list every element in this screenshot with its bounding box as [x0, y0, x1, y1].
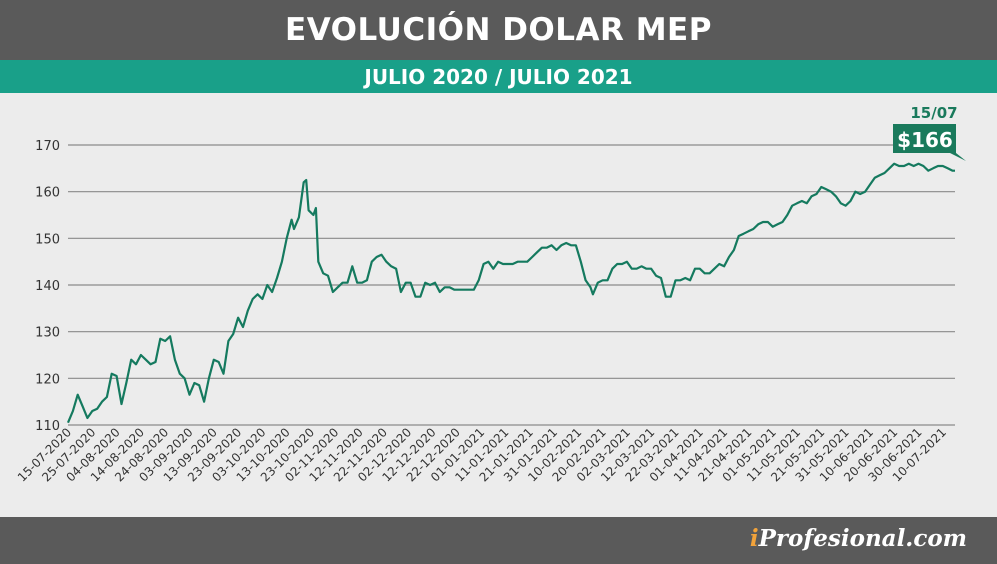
brand-name: Profesional.com — [758, 525, 967, 552]
value-callout: 15/07 $166 — [893, 104, 966, 161]
callout-box — [893, 124, 966, 161]
brand-accent: i — [749, 525, 759, 552]
chart-title: EVOLUCIÓN DOLAR MEP — [285, 12, 712, 48]
y-tick-label: 130 — [35, 326, 60, 341]
series-line — [66, 162, 955, 424]
y-axis: 110 120 130 140 150 160 170 — [35, 139, 60, 434]
y-tick-label: 140 — [35, 279, 60, 294]
y-tick-label: 160 — [35, 186, 60, 201]
y-tick-label: 110 — [35, 419, 60, 434]
title-bar: EVOLUCIÓN DOLAR MEP — [0, 0, 997, 60]
callout-date: 15/07 — [910, 104, 957, 122]
y-tick-label: 170 — [35, 139, 60, 154]
series-group — [66, 162, 955, 424]
y-tick-label: 120 — [35, 372, 60, 387]
y-tick-label: 150 — [35, 232, 60, 247]
footer-bar: iProfesional.com — [0, 517, 997, 564]
brand-logo: iProfesional.com — [750, 525, 967, 552]
subtitle-bar: JULIO 2020 / JULIO 2021 — [0, 60, 997, 93]
grid-lines — [68, 144, 955, 426]
chart-subtitle: JULIO 2020 / JULIO 2021 — [364, 64, 633, 89]
line-chart: 110 120 130 140 150 160 170 15-07-202025-07-20… — [15, 104, 966, 484]
callout-value: $166 — [897, 128, 953, 152]
x-axis: 15-07-202025-07-202004-08-202014-08-2020… — [15, 425, 949, 484]
